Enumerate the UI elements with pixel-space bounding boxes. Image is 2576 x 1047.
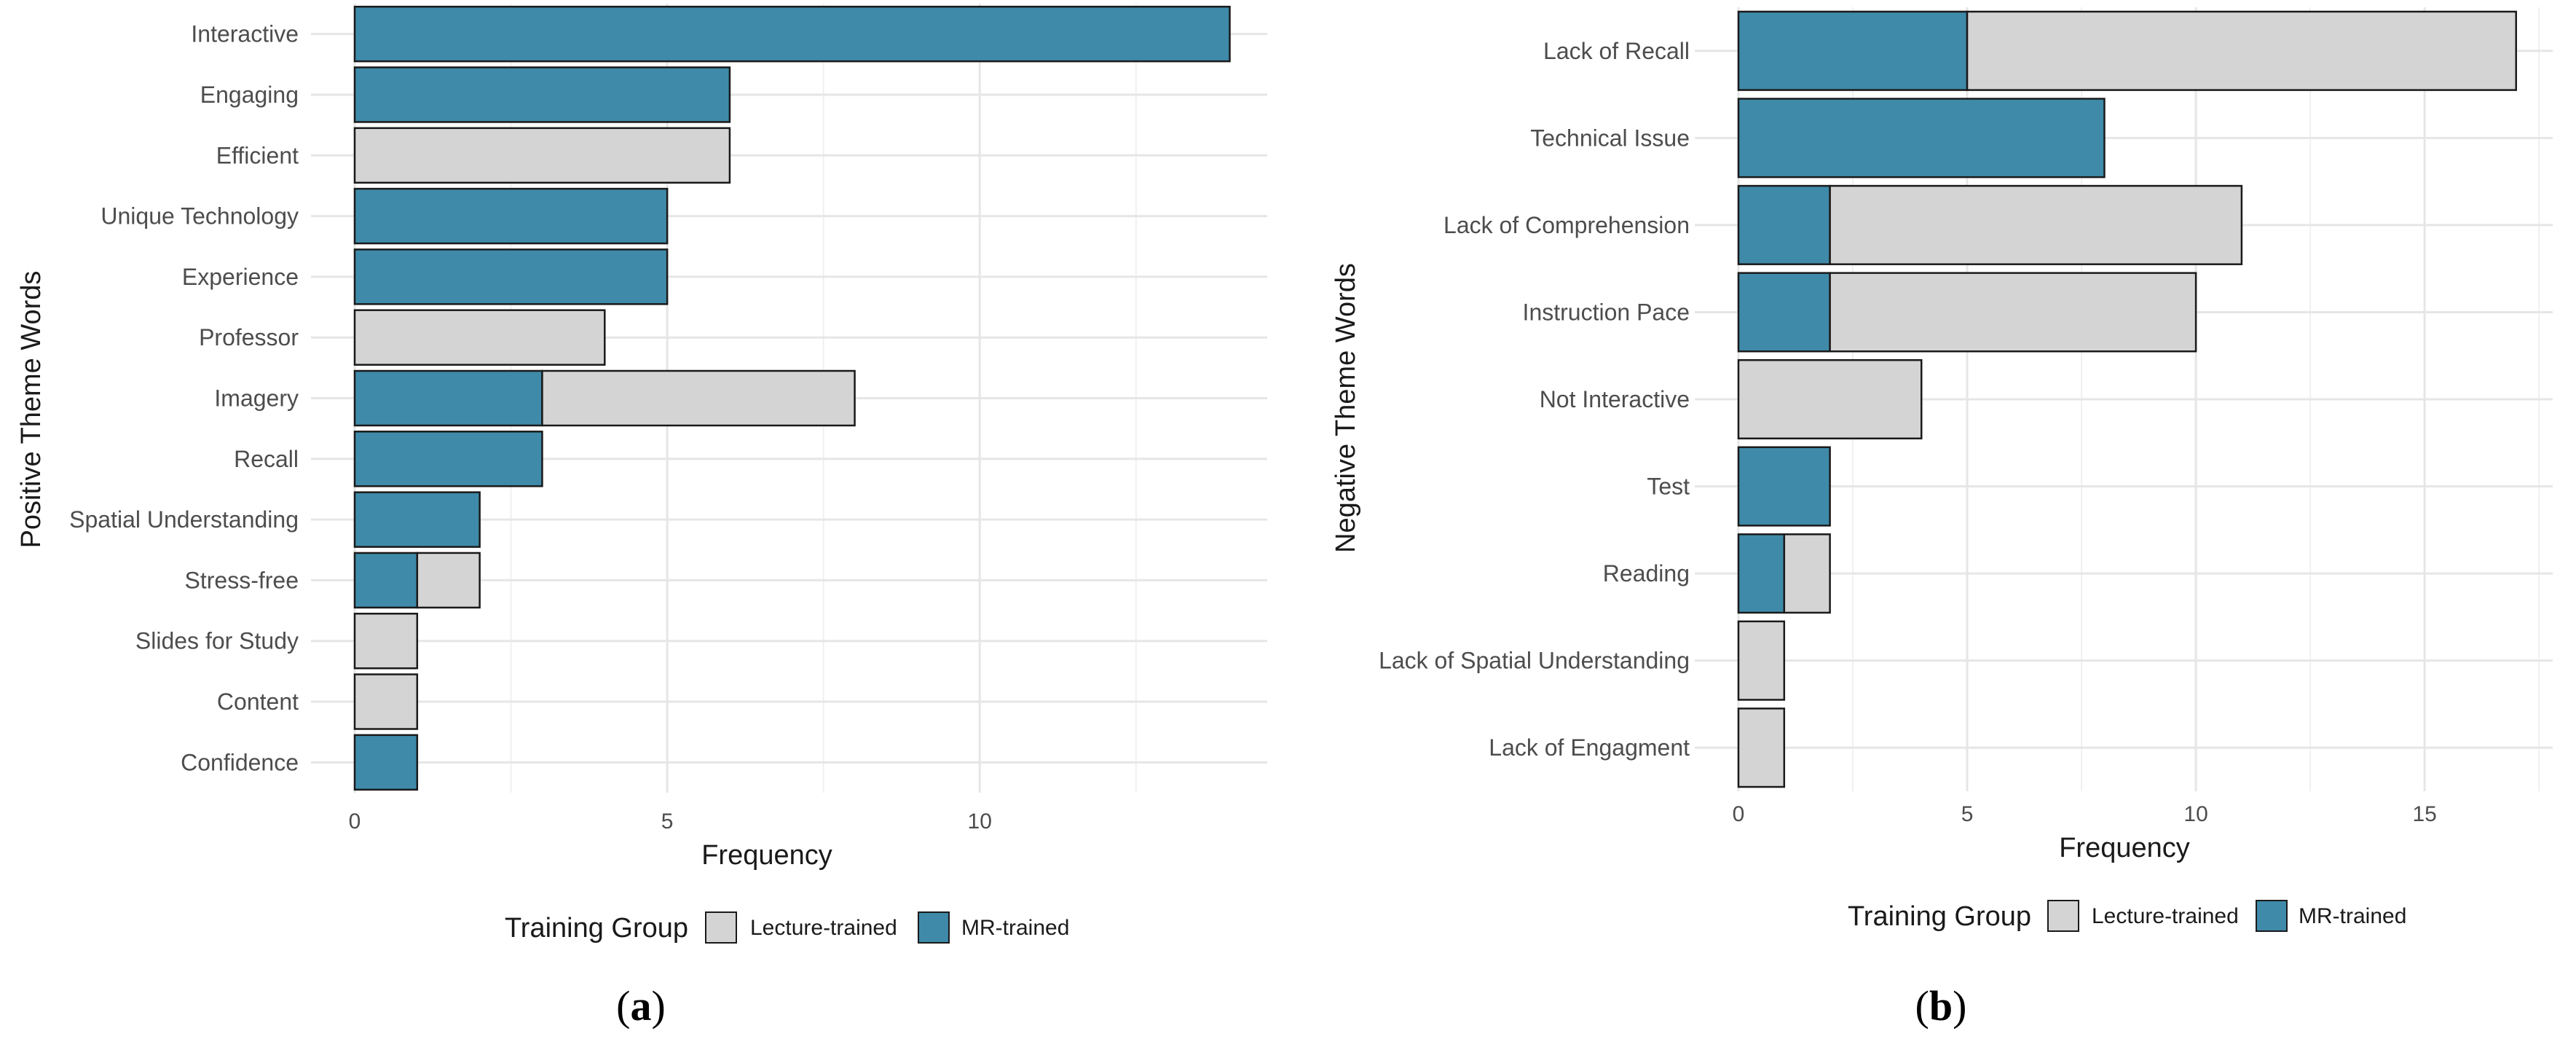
category-label: Stress-free <box>185 567 299 593</box>
y-axis-title-a: Positive Theme Words <box>16 271 47 549</box>
chart-panel-a: Interactive Engaging Efficient Unique Techn… <box>16 4 1267 1030</box>
category-label: Not Interactive <box>1540 386 1690 412</box>
caption-b: (b) <box>1915 982 1967 1030</box>
category-label: Professor <box>199 324 299 350</box>
bars-a <box>353 5 1231 791</box>
legend-a: Training Group Lecture-trained MR-traine… <box>505 911 1069 944</box>
category-label: Slides for Study <box>135 628 299 654</box>
bar-mr-trained <box>1737 10 1969 91</box>
category-label: Unique Technology <box>101 203 299 230</box>
x-tick-label: 5 <box>1961 802 1974 826</box>
category-label: Test <box>1647 474 1690 500</box>
category-label: Imagery <box>214 385 299 412</box>
legend-label-lecture-a: Lecture-trained <box>750 916 897 940</box>
bar-lecture-trained <box>541 369 856 427</box>
category-label: Confidence <box>181 749 299 775</box>
caption-a: (a) <box>616 982 666 1030</box>
category-label: Efficient <box>216 142 299 168</box>
x-tick-labels-b: 0 5 10 15 <box>1733 802 2437 826</box>
caption-letter-a: a <box>631 982 652 1030</box>
category-labels-a: Interactive Engaging Efficient Unique Techn… <box>69 21 299 776</box>
category-labels-b: Lack of Recall Technical Issue Lack of Com… <box>1379 38 1690 761</box>
legend-title-b: Training Group <box>1848 901 2031 932</box>
legend-label-mr-a: MR-trained <box>961 916 1069 940</box>
bar-lecture-trained <box>1829 272 2197 353</box>
chart-panel-b: Lack of Recall Technical Issue Lack of Com… <box>1331 7 2553 1030</box>
category-label: Recall <box>234 446 299 472</box>
legend-swatch-mr-b <box>2256 900 2288 932</box>
legend-swatch-lecture-a <box>705 911 737 944</box>
bars-b <box>1737 10 2518 788</box>
x-tick-label: 15 <box>2412 802 2436 826</box>
bar-mr-trained <box>353 187 669 245</box>
bar-mr-trained <box>1737 184 1831 265</box>
x-tick-label: 0 <box>1733 802 1745 826</box>
bar-lecture-trained <box>353 673 419 730</box>
category-label: Reading <box>1603 560 1690 587</box>
category-label: Content <box>217 689 299 715</box>
category-label: Instruction Pace <box>1523 299 1690 325</box>
bar-lecture-trained <box>353 127 731 184</box>
x-tick-label: 5 <box>661 809 674 834</box>
category-label: Engaging <box>200 82 299 108</box>
caption-letter-b: b <box>1929 982 1953 1030</box>
x-tick-labels-a: 0 5 10 <box>349 809 992 834</box>
bar-mr-trained <box>1737 533 1786 614</box>
category-label: Experience <box>182 264 299 290</box>
x-axis-title-a: Frequency <box>701 840 832 871</box>
bar-lecture-trained <box>1966 10 2518 91</box>
bar-mr-trained <box>353 491 481 548</box>
category-label: Lack of Engagment <box>1489 734 1690 761</box>
bar-mr-trained <box>1737 446 1831 527</box>
bar-mr-trained <box>353 734 419 791</box>
category-label: Lack of Comprehension <box>1443 212 1690 238</box>
bar-lecture-trained <box>1737 620 1786 701</box>
bar-lecture-trained <box>416 552 481 609</box>
bar-lecture-trained <box>353 612 419 670</box>
x-tick-label: 10 <box>968 809 992 834</box>
bar-mr-trained <box>353 552 419 609</box>
bar-lecture-trained <box>1829 184 2243 265</box>
bar-lecture-trained <box>353 309 606 366</box>
bar-lecture-trained <box>1783 533 1831 614</box>
legend-swatch-mr-a <box>918 911 950 944</box>
x-tick-label: 0 <box>349 809 361 834</box>
legend-label-mr-b: MR-trained <box>2299 904 2406 928</box>
category-label: Lack of Recall <box>1543 38 1690 64</box>
bar-mr-trained <box>353 66 731 123</box>
legend-b: Training Group Lecture-trained MR-traine… <box>1848 900 2406 932</box>
bar-mr-trained <box>353 248 669 305</box>
x-tick-label: 10 <box>2183 802 2207 826</box>
category-label: Lack of Spatial Understanding <box>1379 648 1690 674</box>
y-axis-title-b: Negative Theme Words <box>1331 263 1361 553</box>
bar-lecture-trained <box>1737 358 1923 440</box>
x-axis-title-b: Frequency <box>2059 833 2190 863</box>
category-label: Technical Issue <box>1530 125 1690 151</box>
bar-mr-trained <box>1737 98 2106 179</box>
bar-mr-trained <box>353 431 543 487</box>
bar-mr-trained <box>353 5 1231 63</box>
legend-title-a: Training Group <box>505 913 688 944</box>
category-label: Interactive <box>191 21 299 47</box>
category-label: Spatial Understanding <box>69 506 299 533</box>
bar-mr-trained <box>353 369 543 427</box>
bar-mr-trained <box>1737 272 1831 353</box>
bar-lecture-trained <box>1737 707 1786 788</box>
legend-swatch-lecture-b <box>2047 900 2079 932</box>
legend-label-lecture-b: Lecture-trained <box>2092 904 2239 928</box>
